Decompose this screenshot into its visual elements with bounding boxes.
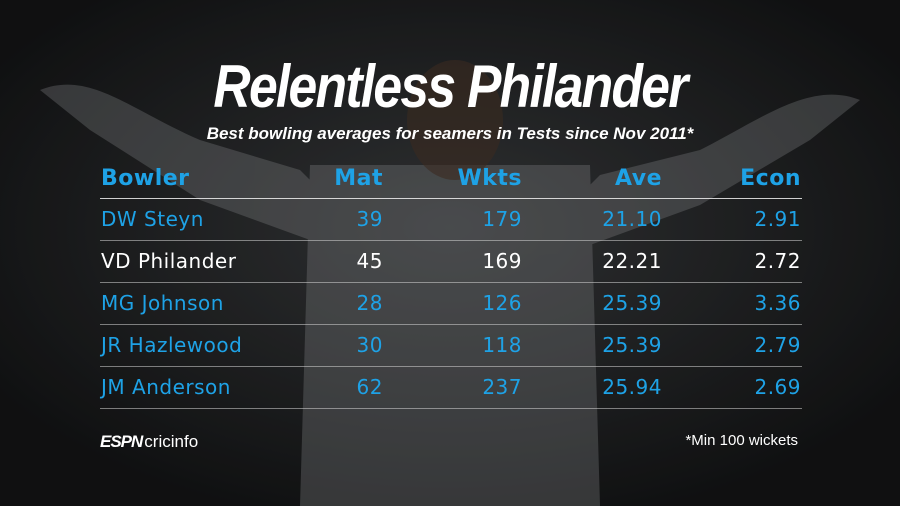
- table-row: JR Hazlewood 30 118 25.39 2.79: [100, 325, 802, 367]
- title: Relentless Philander: [213, 53, 688, 120]
- logo-brand: ESPN: [100, 432, 143, 451]
- table-cell: 25.39: [602, 333, 662, 357]
- table-row: DW Steyn 39 179 21.10 2.91: [100, 199, 802, 241]
- stats-table: Bowler Mat Wkts Ave Econ DW Steyn 39 179 21.10 2.…: [100, 160, 802, 409]
- table-cell: VD Philander: [101, 249, 237, 273]
- table-cell: MG Johnson: [101, 291, 224, 315]
- table-cell: 2.72: [754, 249, 801, 273]
- table-cell: 25.94: [602, 375, 662, 399]
- table-cell: 179: [482, 207, 522, 231]
- table-cell: 169: [482, 249, 522, 273]
- table-cell: 118: [482, 333, 522, 357]
- logo-name: cricinfo: [144, 432, 199, 451]
- column-header: Wkts: [457, 166, 522, 191]
- table-cell: JM Anderson: [101, 375, 231, 399]
- column-header: Mat: [334, 166, 383, 191]
- table-row: VD Philander 45 169 22.21 2.72: [100, 241, 802, 283]
- table-row: JM Anderson 62 237 25.94 2.69: [100, 367, 802, 409]
- table-cell: 30: [356, 333, 383, 357]
- table-cell: 22.21: [602, 249, 662, 273]
- header-row: Bowler Mat Wkts Ave Econ: [100, 160, 802, 199]
- table-cell: 2.69: [754, 375, 801, 399]
- table-cell: 25.39: [602, 291, 662, 315]
- table-cell: 39: [356, 207, 383, 231]
- table-cell: 28: [356, 291, 383, 315]
- table-cell: 21.10: [602, 207, 662, 231]
- column-header: Econ: [740, 166, 801, 191]
- column-header: Bowler: [101, 166, 190, 191]
- subtitle: Best bowling averages for seamers in Tes…: [206, 124, 694, 143]
- table-cell: JR Hazlewood: [101, 333, 243, 357]
- column-header: Ave: [614, 166, 662, 191]
- footnote: *Min 100 wickets: [685, 432, 798, 449]
- table-row: MG Johnson 28 126 25.39 3.36: [100, 283, 802, 325]
- table-cell: 45: [356, 249, 383, 273]
- logo: ESPN cricinfo: [100, 432, 198, 452]
- table-cell: 237: [482, 375, 522, 399]
- table-cell: 2.79: [754, 333, 801, 357]
- table-cell: 3.36: [754, 291, 801, 315]
- table-cell: 62: [356, 375, 383, 399]
- table-cell: DW Steyn: [101, 207, 204, 231]
- table-cell: 2.91: [754, 207, 801, 231]
- table-cell: 126: [482, 291, 522, 315]
